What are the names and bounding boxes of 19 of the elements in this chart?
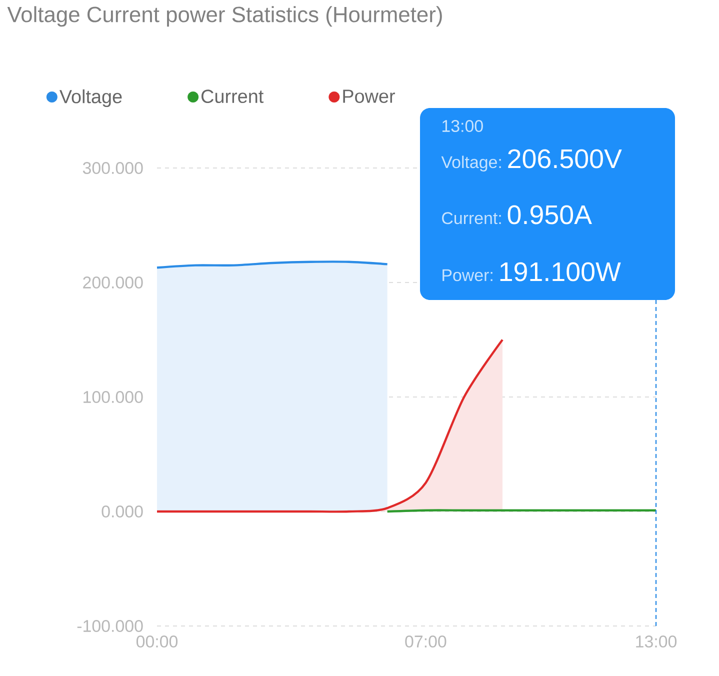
y-tick-label: 0.000 xyxy=(102,505,143,518)
annotation: 0.950A xyxy=(508,205,592,224)
annotation: Power: xyxy=(442,269,492,282)
text: 13:00 xyxy=(442,120,483,132)
y-tick-label: 100.000 xyxy=(84,390,143,403)
x-tick-label: 00:00 xyxy=(136,636,178,648)
x-tick-label: 13:00 xyxy=(636,636,677,648)
legend-label: Voltage xyxy=(59,89,122,108)
y-tick-label: 200.000 xyxy=(83,276,143,288)
annotation: Voltage: xyxy=(441,156,501,172)
annotation: 191.100W xyxy=(500,262,621,282)
annotation: 206.500V xyxy=(508,149,622,168)
legend-label: Power xyxy=(343,90,395,103)
y-tick-label: -100.000 xyxy=(77,620,143,632)
y-tick-label: 300.000 xyxy=(82,162,143,174)
chart-title: Voltage Current power Statistics (Hourmeter) xyxy=(7,6,442,27)
x-tick-label: 07:00 xyxy=(405,636,446,648)
legend-label: Current xyxy=(202,90,264,104)
annotation: Current: xyxy=(442,212,501,224)
